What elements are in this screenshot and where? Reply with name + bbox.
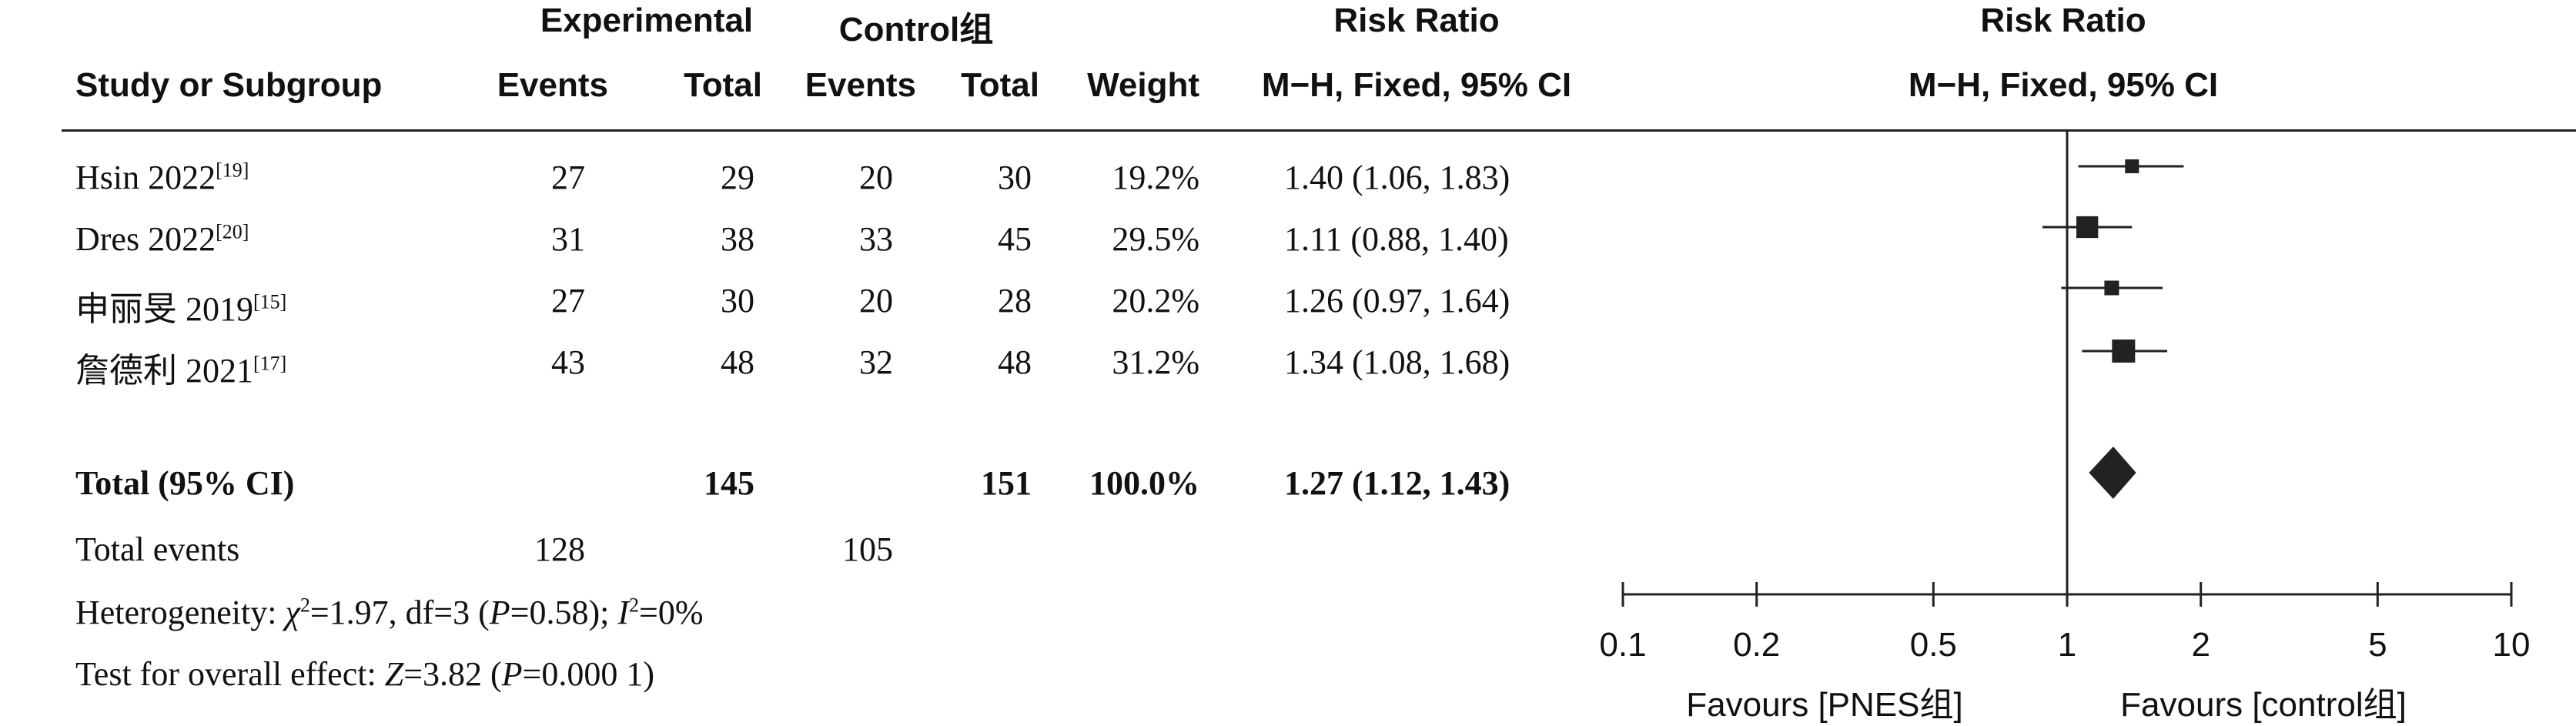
- rr-method-header: M−H, Fixed, 95% CI: [1261, 66, 1572, 104]
- header-divider: [62, 129, 2576, 132]
- ctl-total: 45: [998, 220, 1032, 258]
- ctl-total: 28: [998, 282, 1032, 320]
- ctl-events: 20: [859, 282, 893, 320]
- rr-column-header: Risk Ratio: [1333, 2, 1500, 39]
- study-column-header: Study or Subgroup: [75, 66, 383, 104]
- x-tick-label: 0.5: [1910, 626, 1957, 664]
- total-weight: 100.0%: [1089, 464, 1199, 502]
- exp-total: 30: [721, 282, 754, 320]
- ctl-events: 32: [859, 343, 893, 381]
- weight-header: Weight: [1087, 66, 1199, 104]
- exp-total-header: Total: [684, 66, 762, 104]
- plot-title: Risk Ratio: [1980, 2, 2146, 39]
- x-tick-label: 1: [2058, 626, 2076, 664]
- study-point-marker: [2076, 216, 2099, 239]
- heterogeneity-text: Heterogeneity: χ2=1.97, df=3 (P=0.58); I…: [75, 594, 704, 631]
- study-point-marker: [2112, 340, 2136, 363]
- study-name: 申丽旻 2019[15]: [75, 290, 287, 328]
- exp-events: 27: [551, 159, 585, 196]
- favours-left-label: Favours [PNES组]: [1686, 686, 1962, 724]
- study-weight: 20.2%: [1112, 282, 1199, 320]
- favours-right-label: Favours [control组]: [2120, 686, 2407, 724]
- plot-method-header: M−H, Fixed, 95% CI: [1908, 66, 2219, 104]
- study-name: 詹德利 2021[17]: [75, 352, 287, 390]
- study-name: Hsin 2022[19]: [75, 159, 249, 196]
- study-ci-text: 1.11 (0.88, 1.40): [1284, 220, 1509, 258]
- overall-effect-text: Test for overall effect: Z=3.82 (P=0.000…: [75, 655, 655, 693]
- study-weight: 31.2%: [1112, 343, 1199, 381]
- total-ctl-total: 151: [981, 464, 1032, 502]
- total-exp-total: 145: [704, 464, 754, 502]
- study-point-marker: [2125, 159, 2139, 173]
- pooled-diamond: [2089, 447, 2136, 499]
- study-point-marker: [2104, 280, 2119, 296]
- exp-total: 29: [721, 159, 754, 196]
- exp-events: 27: [551, 282, 585, 320]
- x-tick-label: 0.1: [1599, 626, 1646, 664]
- experimental-group-header: Experimental: [540, 2, 754, 39]
- x-tick-label: 5: [2368, 626, 2387, 664]
- total-events-label: Total events: [75, 530, 240, 568]
- total-ci-text: 1.27 (1.12, 1.43): [1284, 464, 1510, 502]
- ctl-events: 33: [859, 220, 893, 258]
- ctl-events-header: Events: [805, 66, 916, 104]
- study-ci-text: 1.34 (1.08, 1.68): [1284, 343, 1510, 381]
- x-tick-label: 2: [2191, 626, 2210, 664]
- exp-events: 43: [551, 343, 585, 381]
- exp-total: 48: [721, 343, 754, 381]
- study-weight: 19.2%: [1112, 159, 1199, 196]
- study-name: Dres 2022[20]: [75, 220, 249, 258]
- ctl-total: 48: [998, 343, 1032, 381]
- control-group-header: Control组: [838, 11, 994, 49]
- x-tick-label: 0.2: [1733, 626, 1780, 664]
- ctl-total: 30: [998, 159, 1032, 196]
- total-events-ctl: 105: [842, 530, 893, 568]
- exp-events: 31: [551, 220, 585, 258]
- exp-events-header: Events: [497, 66, 608, 104]
- ctl-total-header: Total: [961, 66, 1039, 104]
- study-ci-text: 1.26 (0.97, 1.64): [1284, 282, 1510, 320]
- ctl-events: 20: [859, 159, 893, 196]
- exp-total: 38: [721, 220, 754, 258]
- total-label: Total (95% CI): [75, 464, 295, 502]
- study-ci-text: 1.40 (1.06, 1.83): [1284, 159, 1510, 196]
- x-tick-label: 10: [2493, 626, 2531, 664]
- total-events-exp: 128: [534, 530, 585, 568]
- study-weight: 29.5%: [1112, 220, 1199, 258]
